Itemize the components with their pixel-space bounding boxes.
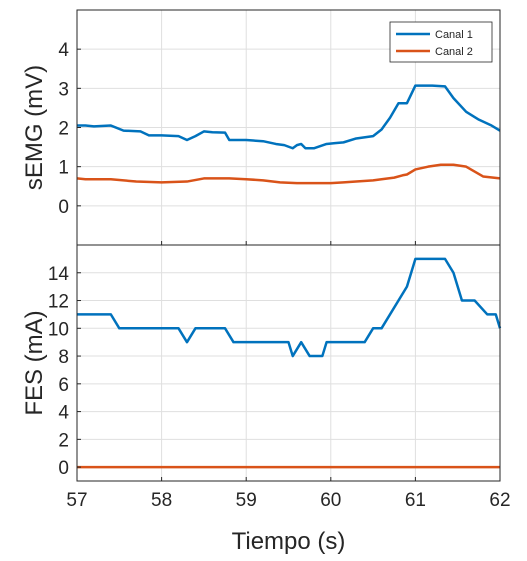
fes-tick-labels: 0 2 4 6 8 10 12 14 57 58 59 60 61 62 [48, 264, 511, 511]
x-tick-label: 58 [151, 490, 172, 511]
series-line-2 [76, 163, 501, 185]
y-tick-label: 8 [58, 347, 69, 368]
y-tick-label: 12 [48, 292, 69, 313]
x-tick-label: 57 [66, 490, 87, 511]
y-tick-label: 2 [58, 119, 69, 140]
x-tick-label: 60 [320, 490, 341, 511]
semg-tick-labels: 0 1 2 3 4 [58, 40, 501, 245]
semg-y-axis-label: sEMG (mV) [21, 65, 48, 190]
legend-box [389, 21, 493, 63]
y-tick-label: 6 [58, 375, 69, 396]
fes-panel: 0 2 4 6 8 10 12 14 57 58 59 60 61 62 FES (mA) Tiempo … [21, 244, 511, 555]
y-tick-label: 0 [58, 197, 69, 218]
y-tick-label: 0 [58, 458, 69, 479]
x-tick-label: 61 [405, 490, 426, 511]
y-tick-label: 1 [58, 158, 69, 179]
y-tick-label: 4 [58, 40, 69, 61]
x-tick-label: 62 [489, 490, 510, 511]
fes-plot-area [77, 245, 500, 481]
y-tick-label: 10 [48, 319, 69, 340]
legend: Canal 1 Canal 2 [389, 21, 493, 63]
semg-series [76, 84, 501, 185]
series-line-1 [77, 257, 502, 358]
y-tick-label: 2 [58, 430, 69, 451]
fes-axes-box [76, 244, 501, 482]
y-tick-label: 3 [58, 79, 69, 100]
series-line-1 [77, 84, 501, 150]
y-tick-label: 14 [48, 264, 70, 285]
legend-label-canal-1: Canal 1 [435, 29, 473, 41]
semg-panel: 0 1 2 3 4 sEMG (mV) Canal 1 Canal 2 [21, 9, 501, 246]
x-axis-label: Tiempo (s) [232, 528, 346, 555]
y-tick-label: 4 [58, 403, 69, 424]
legend-label-canal-2: Canal 2 [435, 46, 473, 58]
fes-y-axis-label: FES (mA) [21, 310, 48, 415]
fes-series [77, 257, 502, 469]
x-tick-label: 59 [236, 490, 257, 511]
